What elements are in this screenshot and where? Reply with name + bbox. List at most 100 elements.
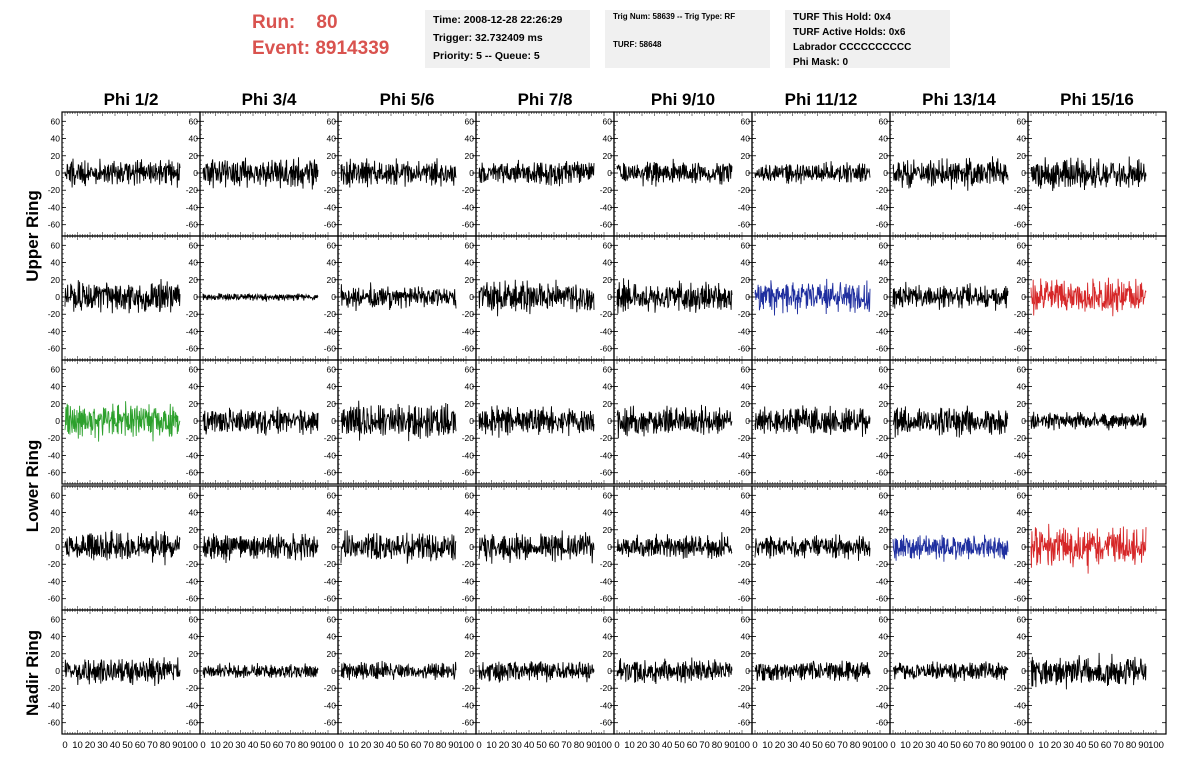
y-tick-label: 60: [189, 240, 199, 250]
waveform-trace: [202, 292, 319, 302]
y-tick-label: -60: [324, 468, 337, 478]
y-tick-label: -60: [324, 594, 337, 604]
y-tick-label: 60: [1017, 240, 1027, 250]
run-event-block: Run: 80 Event: 8914339: [252, 10, 389, 62]
y-tick-label: -60: [600, 220, 613, 230]
y-tick-label: 60: [741, 490, 751, 500]
y-tick-label: -20: [1014, 185, 1027, 195]
waveform-trace: [616, 532, 733, 560]
y-tick-label: -40: [48, 202, 61, 212]
waveform-trace: [202, 406, 319, 436]
y-tick-label: 60: [603, 240, 613, 250]
y-tick-label: -40: [324, 326, 337, 336]
waveform-panel-r1-c8: 60 40 20 0 -20 -40 -60: [1014, 111, 1167, 237]
waveform-panel-r1-c5: 60 40 20 0 -20 -40 -60: [600, 111, 753, 237]
y-tick-label: -20: [186, 433, 199, 443]
y-tick-label: -20: [48, 559, 61, 569]
y-tick-label: 0: [193, 416, 198, 426]
y-tick-label: -20: [1014, 559, 1027, 569]
y-tick-label: -40: [48, 326, 61, 336]
ring-label-2: Lower Ring: [23, 440, 42, 533]
y-tick-label: -60: [876, 220, 889, 230]
y-tick-label: -20: [462, 433, 475, 443]
y-tick-label: 40: [603, 258, 613, 268]
column-title-8: Phi 15/16: [1060, 90, 1134, 109]
waveform-panel-r2-c2: 60 40 20 0 -20 -40 -60: [186, 235, 339, 361]
waveform-trace: [340, 158, 457, 188]
y-tick-label: 60: [327, 116, 337, 126]
y-tick-label: 60: [879, 364, 889, 374]
waveform-panel-r2-c7: 60 40 20 0 -20 -40 -60: [876, 235, 1029, 361]
y-tick-label: 60: [327, 490, 337, 500]
y-tick-label: -40: [48, 700, 61, 710]
y-tick-label: -60: [48, 468, 61, 478]
y-tick-label: 0: [607, 168, 612, 178]
y-tick-label: -60: [738, 594, 751, 604]
priority-text: Priority: 5 -- Queue: 5: [433, 50, 540, 62]
y-tick-label: 60: [465, 116, 475, 126]
y-tick-label: -40: [876, 576, 889, 586]
waveform-trace: [64, 278, 181, 314]
y-tick-label: -60: [600, 594, 613, 604]
y-tick-label: -20: [600, 309, 613, 319]
y-tick-label: -40: [1014, 202, 1027, 212]
y-tick-label: -20: [738, 309, 751, 319]
y-tick-label: 20: [51, 151, 61, 161]
waveform-panel-r1-c6: 60 40 20 0 -20 -40 -60: [738, 111, 891, 237]
y-tick-label: 20: [327, 399, 337, 409]
run-label: Run:: [252, 12, 296, 33]
y-tick-label: 0: [607, 292, 612, 302]
y-tick-label: 0: [331, 292, 336, 302]
y-tick-label: -60: [48, 718, 61, 728]
y-tick-label: 20: [879, 399, 889, 409]
waveform-trace: [616, 404, 733, 439]
run-line: Run: 80: [252, 10, 389, 36]
y-tick-label: 40: [603, 382, 613, 392]
y-tick-label: 40: [189, 258, 199, 268]
waveform-trace: [340, 282, 457, 312]
trigger-info-box: Trig Num: 58639 -- Trig Type: RF TURF: 5…: [605, 10, 770, 68]
y-tick-label: 60: [1017, 364, 1027, 374]
waveform-panel-r3-c6: 60 40 20 0 -20 -40 -60: [738, 359, 891, 485]
panel-frame: [1027, 359, 1167, 485]
y-tick-label: 40: [1017, 508, 1027, 518]
y-tick-label: 40: [879, 134, 889, 144]
y-tick-label: -40: [186, 326, 199, 336]
ring-label-3: Nadir Ring: [23, 630, 42, 716]
waveform-trace: [616, 158, 733, 187]
waveform-trace: [478, 159, 595, 187]
y-tick-label: -40: [876, 450, 889, 460]
column-title-4: Phi 7/8: [518, 90, 573, 109]
y-tick-label: 60: [189, 490, 199, 500]
ring-label-1: Upper Ring: [23, 190, 42, 282]
waveform-trace: [64, 530, 181, 566]
y-tick-label: 40: [51, 382, 61, 392]
waveform-trace: [754, 534, 871, 561]
column-title-6: Phi 11/12: [785, 90, 858, 109]
y-tick-label: 20: [51, 649, 61, 659]
y-tick-label: -60: [324, 344, 337, 354]
y-tick-label: -20: [462, 309, 475, 319]
y-tick-label: 60: [603, 490, 613, 500]
waveform-panel-r2-c1: 60 40 20 0 -20 -40 -60: [48, 235, 201, 361]
y-tick-label: -20: [600, 185, 613, 195]
y-tick-label: -40: [324, 450, 337, 460]
y-tick-label: 20: [465, 399, 475, 409]
y-tick-label: 60: [603, 116, 613, 126]
waveform-trace: [478, 405, 595, 438]
y-tick-label: -40: [324, 202, 337, 212]
y-tick-label: -60: [186, 220, 199, 230]
y-tick-label: 0: [883, 542, 888, 552]
y-tick-label: -20: [876, 433, 889, 443]
y-tick-label: 0: [331, 416, 336, 426]
y-tick-label: 20: [1017, 275, 1027, 285]
waveform-panel-r2-c5: 60 40 20 0 -20 -40 -60: [600, 235, 753, 361]
waveform-panel-r4-c5: 60 40 20 0 -20 -40 -60: [600, 485, 753, 611]
waveform-trace: [892, 281, 1009, 311]
waveform-panel-r4-c4: 60 40 20 0 -20 -40 -60: [462, 485, 615, 611]
y-tick-label: -60: [876, 468, 889, 478]
y-tick-label: -60: [738, 344, 751, 354]
panel-frame: [751, 235, 891, 361]
y-tick-label: 0: [745, 416, 750, 426]
waveform-panel-r4-c6: 60 40 20 0 -20 -40 -60: [738, 485, 891, 611]
